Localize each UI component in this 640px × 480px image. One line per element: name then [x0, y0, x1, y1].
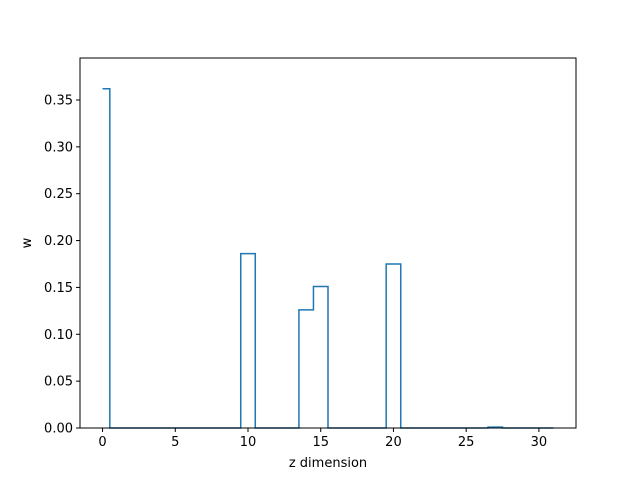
y-tick-label: 0.00 — [44, 422, 73, 437]
x-tick-label: 5 — [171, 435, 179, 450]
x-axis: 0 5 10 15 20 25 30 — [98, 428, 547, 450]
x-tick-label: 25 — [458, 435, 475, 450]
x-tick-label: 30 — [531, 435, 548, 450]
y-tick-label: 0.20 — [44, 234, 73, 249]
y-tick-label: 0.05 — [44, 375, 73, 390]
y-axis-label: w — [20, 237, 35, 248]
x-tick-label: 20 — [385, 435, 402, 450]
x-tick-label: 10 — [240, 435, 257, 450]
x-tick-label: 15 — [312, 435, 329, 450]
x-axis-label: z dimension — [289, 456, 367, 471]
x-tick-label: 0 — [98, 435, 106, 450]
axes-frame — [79, 57, 577, 429]
y-tick-label: 0.10 — [44, 328, 73, 343]
y-tick-label: 0.25 — [44, 187, 73, 202]
y-tick-label: 0.35 — [44, 93, 73, 108]
y-axis: 0.00 0.05 0.10 0.15 0.20 0.25 0.30 0.35 — [44, 93, 80, 437]
y-tick-label: 0.30 — [44, 140, 73, 155]
y-tick-label: 0.15 — [44, 281, 73, 296]
